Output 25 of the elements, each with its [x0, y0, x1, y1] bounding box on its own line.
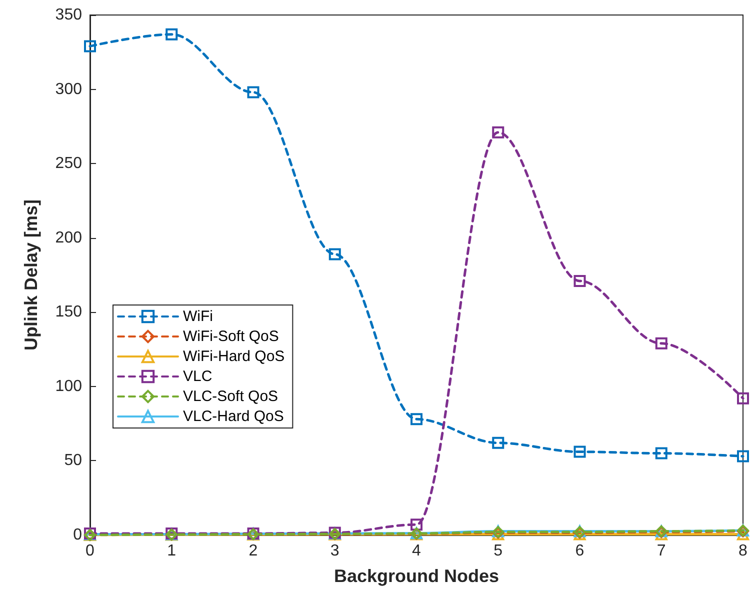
- legend-label: WiFi: [183, 308, 213, 325]
- x-tick-label: 6: [575, 542, 584, 560]
- y-axis-title: Uplink Delay [ms]: [21, 199, 41, 351]
- y-tick-label: 300: [55, 80, 82, 98]
- legend-label: VLC: [183, 368, 212, 385]
- legend-label: VLC-Hard QoS: [183, 408, 284, 425]
- y-tick-label: 100: [55, 378, 82, 395]
- x-tick-label: 3: [330, 542, 340, 560]
- y-tick-label: 150: [55, 304, 82, 321]
- y-tick-label: 250: [55, 155, 82, 172]
- y-tick-label: 50: [64, 452, 82, 470]
- legend-label: WiFi-Hard QoS: [183, 348, 285, 365]
- x-tick-label: 7: [656, 542, 666, 560]
- x-tick-label: 5: [494, 542, 503, 560]
- x-tick-label: 4: [412, 542, 422, 560]
- x-tick-label: 2: [248, 542, 258, 560]
- legend-label: WiFi-Soft QoS: [183, 328, 279, 345]
- y-tick-label: 0: [73, 526, 82, 544]
- legend-label: VLC-Soft QoS: [183, 388, 278, 405]
- y-tick-label: 350: [55, 6, 82, 24]
- x-axis-title: Background Nodes: [334, 566, 500, 586]
- x-tick-label: 1: [167, 542, 176, 560]
- x-tick-label: 8: [738, 542, 748, 560]
- x-tick-label: 0: [86, 542, 95, 560]
- y-tick-label: 200: [55, 229, 82, 246]
